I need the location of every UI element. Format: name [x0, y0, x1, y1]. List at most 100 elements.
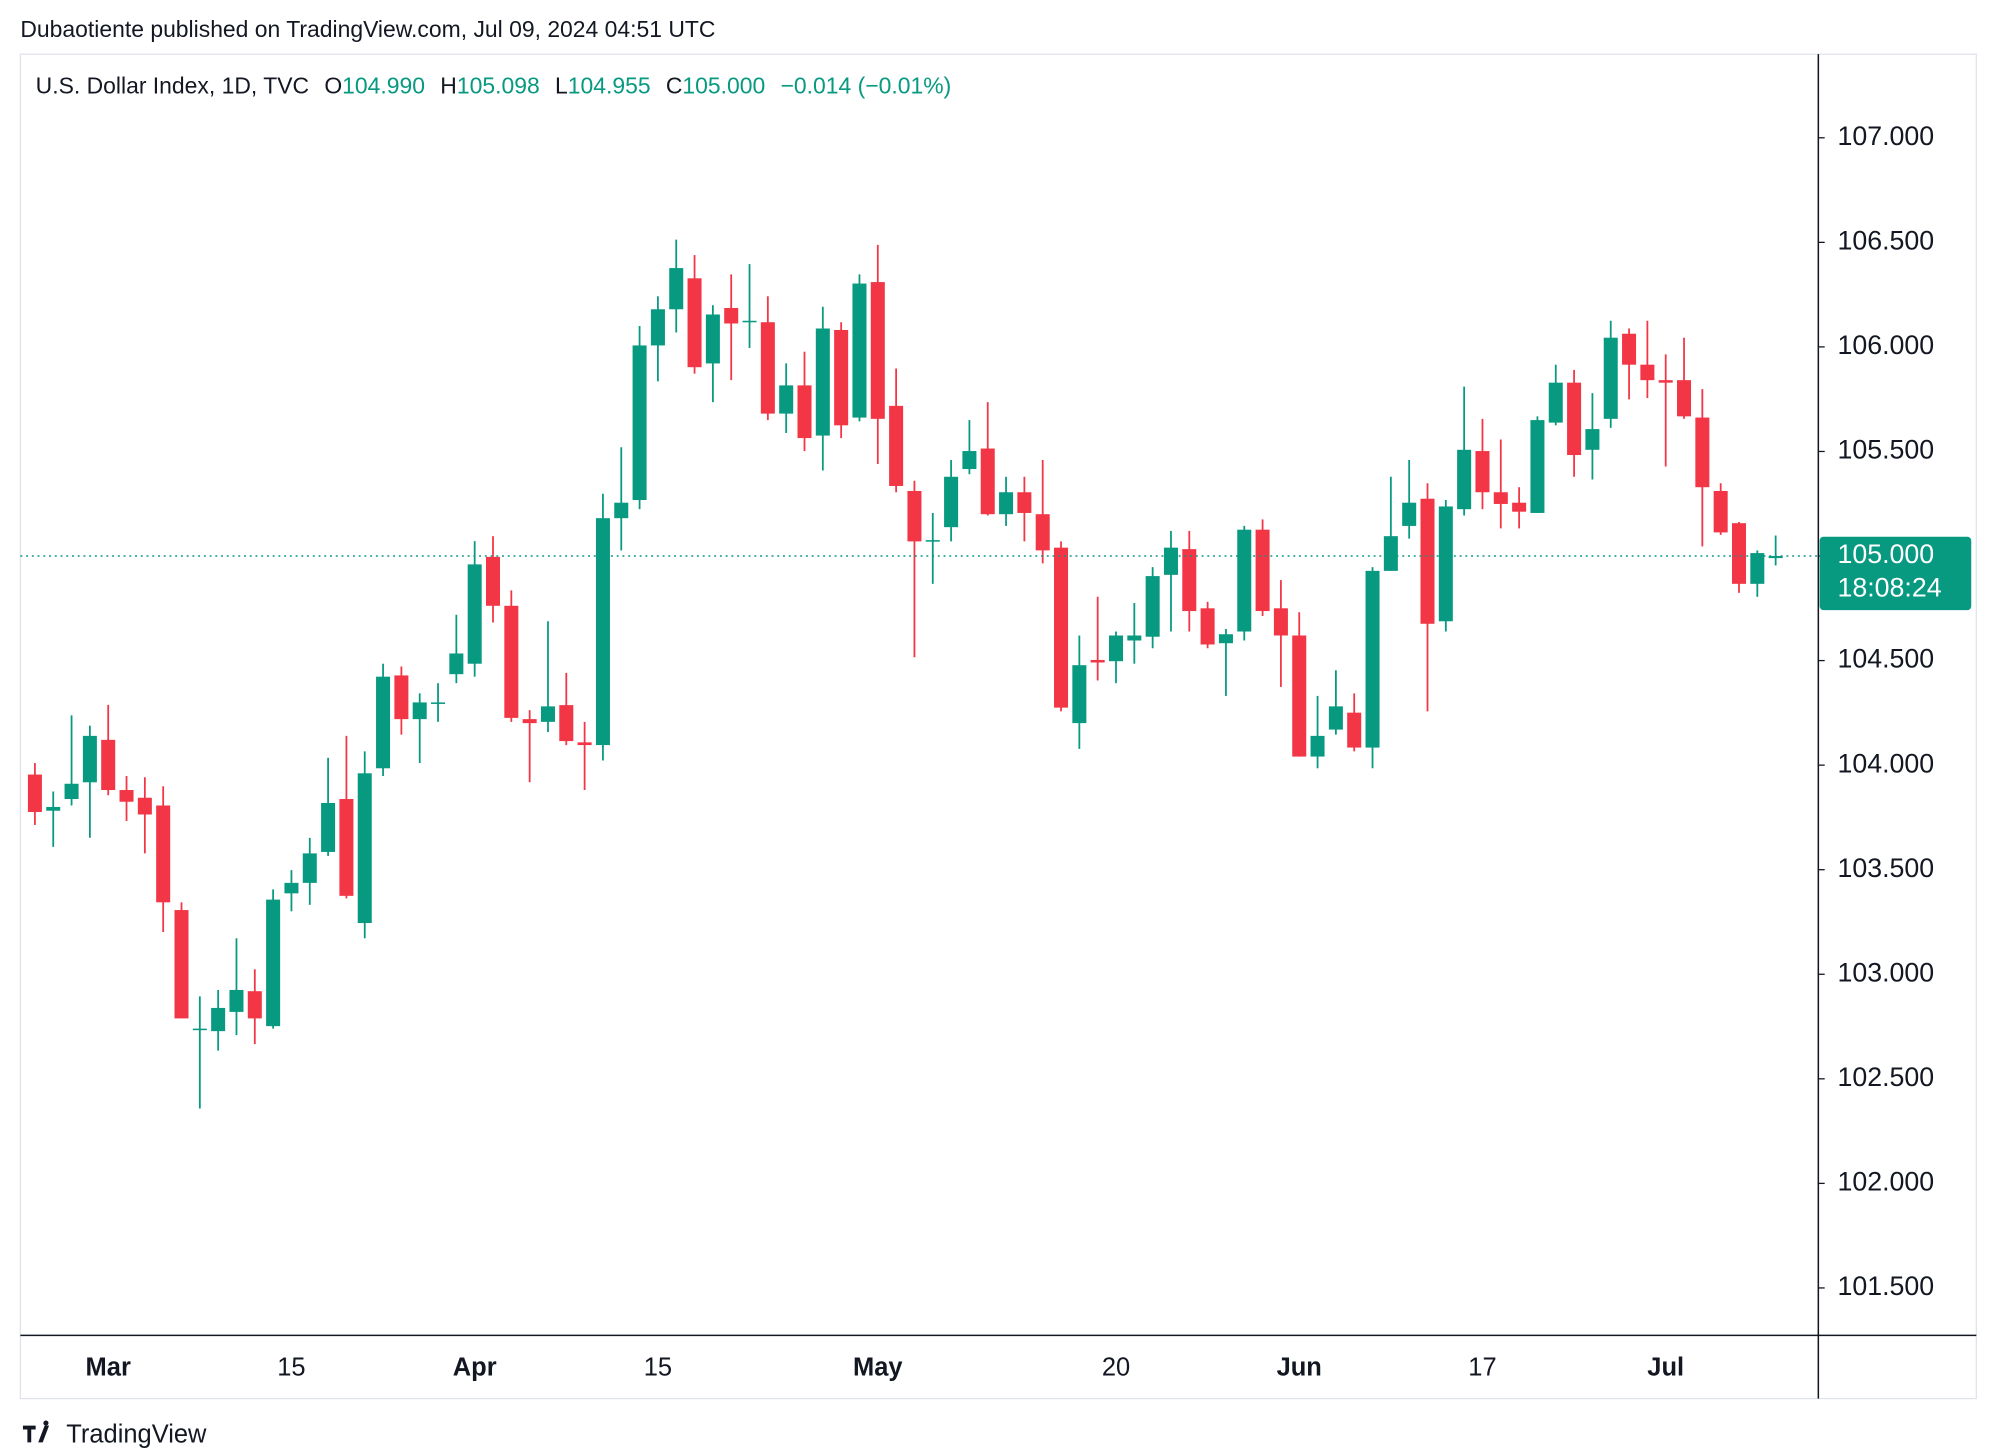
last-price-box [1819, 536, 1972, 611]
last-price-label: 105.000 [1837, 539, 1934, 569]
candle-body [540, 706, 555, 722]
candle-body [1695, 417, 1710, 488]
candle-body [174, 910, 189, 1019]
y-tick-label: 101.500 [1837, 1271, 1934, 1301]
candle-body [1017, 492, 1032, 513]
published-line: Dubaotiente published on TradingView.com… [20, 16, 715, 42]
candle-body [999, 492, 1014, 515]
candle-body [669, 268, 684, 310]
candle-body [650, 309, 665, 346]
y-tick-label: 106.500 [1837, 225, 1934, 255]
legend-change: −0.014 (−0.01%) [781, 73, 952, 99]
candle-body [27, 774, 42, 812]
y-tick-label: 105.500 [1837, 434, 1934, 464]
candle-body [467, 564, 482, 664]
candle-body [485, 556, 501, 606]
candle-body [797, 385, 812, 439]
x-tick-label: 15 [277, 1354, 305, 1382]
x-tick-label: Mar [86, 1354, 131, 1382]
candle-body [1530, 420, 1545, 513]
candle-body [1072, 665, 1087, 724]
y-tick-label: 103.000 [1837, 957, 1934, 987]
candle-body [1548, 382, 1563, 423]
candle-body [944, 476, 959, 528]
candle-body [137, 797, 152, 815]
candle-body [705, 314, 720, 364]
candle-body [1163, 547, 1178, 575]
candle-body [632, 345, 647, 500]
candle-body [1402, 502, 1417, 526]
legend-key: O [324, 73, 342, 99]
candle-body [449, 653, 464, 675]
candle-body [1658, 380, 1673, 383]
candle-body [1200, 608, 1215, 645]
legend-key: H [440, 73, 457, 99]
candle-body [266, 899, 281, 1027]
candle-body [1127, 635, 1142, 641]
x-tick-label: 15 [644, 1354, 672, 1382]
candle-body [1493, 492, 1508, 504]
candle-body [82, 735, 97, 783]
legend-value: 104.990 [342, 73, 425, 99]
logo-icon [22, 1420, 50, 1443]
candle-body [889, 405, 904, 486]
candle-body [1347, 712, 1362, 748]
y-tick-label: 102.000 [1837, 1166, 1934, 1196]
y-tick-label: 106.000 [1837, 330, 1934, 360]
candle-body [394, 675, 409, 720]
x-tick-label: Apr [453, 1354, 497, 1382]
candles [27, 239, 1783, 1109]
candle-body [1328, 706, 1343, 730]
candle-body [1640, 364, 1655, 381]
candle-body [834, 329, 849, 426]
candle-body [724, 308, 739, 324]
candle-body [925, 540, 940, 542]
candle-body [815, 328, 830, 436]
candle-body [1567, 382, 1582, 456]
candle-body [192, 1028, 207, 1031]
candle-body [101, 739, 116, 791]
candle-body [1677, 380, 1692, 417]
candle-body [1585, 429, 1600, 450]
footer-logo: TradingView [22, 1420, 207, 1449]
chart-frame [19, 53, 1977, 1400]
x-tick-label: May [853, 1354, 903, 1382]
candle-body [577, 742, 592, 746]
x-tick-label: Jun [1277, 1354, 1322, 1382]
candle-body [907, 490, 922, 542]
brand-text: TradingView [66, 1421, 207, 1449]
legend-value: 105.000 [682, 73, 765, 99]
legend-value: 105.098 [457, 73, 540, 99]
y-tick-label: 104.500 [1837, 644, 1934, 674]
candle-body [64, 783, 79, 800]
candle-body [156, 805, 171, 903]
x-tick-label: 20 [1102, 1354, 1130, 1382]
candle-body [229, 989, 244, 1012]
y-tick-label: 103.500 [1837, 853, 1934, 883]
candle-body [46, 806, 61, 811]
y-tick-label: 102.500 [1837, 1062, 1934, 1092]
candle-body [376, 676, 391, 769]
candle-body [1438, 506, 1453, 622]
candle-body [1475, 451, 1490, 493]
candle-body [1182, 549, 1197, 612]
candle-body [614, 502, 629, 519]
candle-body [742, 320, 757, 323]
candle-body [687, 278, 702, 368]
x-tick-label: 17 [1468, 1354, 1496, 1382]
candle-body [1108, 635, 1124, 662]
legend-key: C [666, 73, 683, 99]
y-tick-label: 104.000 [1837, 748, 1934, 778]
candle-body [412, 702, 427, 720]
candle-body [1218, 634, 1233, 644]
candle-body [1750, 553, 1765, 584]
symbol-legend: U.S. Dollar Index, 1D, TVC O104.990 H105.0… [36, 73, 952, 99]
candle-body [339, 799, 354, 896]
candle-body [211, 1007, 226, 1032]
candle-body [1145, 576, 1160, 637]
candle-body [247, 991, 262, 1019]
candle-body [852, 283, 867, 418]
candle-body [980, 448, 995, 515]
candle-body [1420, 498, 1435, 624]
